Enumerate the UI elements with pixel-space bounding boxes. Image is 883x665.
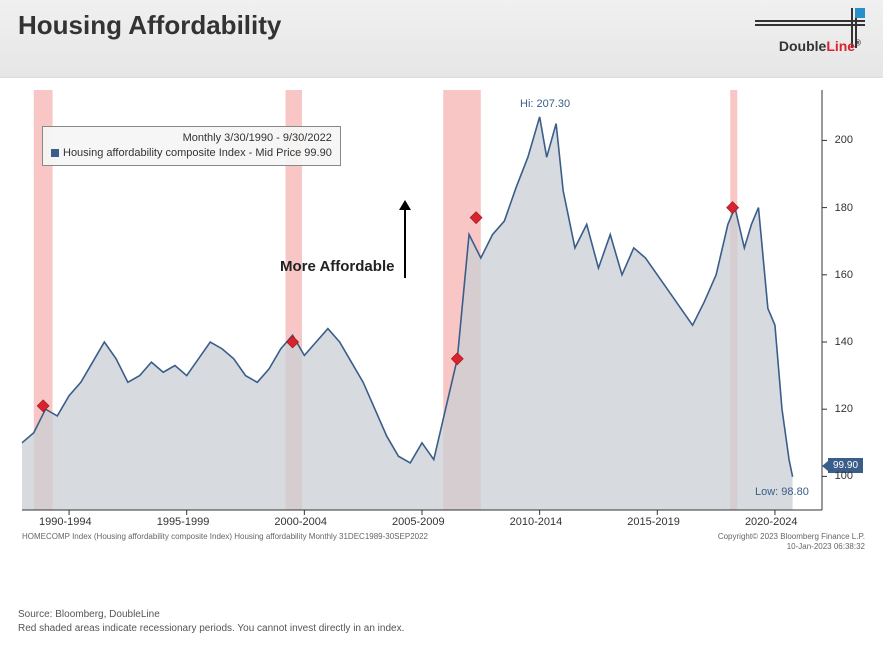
lo-annotation: Low: 98.80 xyxy=(755,486,809,498)
logo-text-b: Line xyxy=(826,38,855,54)
x-tick-label: 1990-1994 xyxy=(39,516,92,528)
logo-lines-icon xyxy=(755,14,865,32)
x-tick-label: 2020-2024 xyxy=(745,516,798,528)
chart-area: Monthly 3/30/1990 - 9/30/2022 Housing af… xyxy=(0,78,883,598)
x-tick-label: 1995-1999 xyxy=(157,516,210,528)
index-footnote: HOMECOMP Index (Housing affordability co… xyxy=(22,532,428,541)
x-tick-label: 2010-2014 xyxy=(510,516,563,528)
chart-legend: Monthly 3/30/1990 - 9/30/2022 Housing af… xyxy=(42,126,341,166)
y-tick-label: 160 xyxy=(835,269,853,281)
copyright-note: Copyright© 2023 Bloomberg Finance L.P. xyxy=(718,532,865,541)
hi-annotation: Hi: 207.30 xyxy=(520,98,570,110)
disclaimer-line: Red shaded areas indicate recessionary p… xyxy=(18,622,865,636)
y-tick-label: 180 xyxy=(835,202,853,214)
y-tick-label: 140 xyxy=(835,336,853,348)
legend-series-icon xyxy=(51,149,59,157)
source-line: Source: Bloomberg, DoubleLine xyxy=(18,608,865,622)
y-tick-label: 200 xyxy=(835,134,853,146)
logo-text-a: Double xyxy=(779,38,826,54)
footer: Source: Bloomberg, DoubleLine Red shaded… xyxy=(0,598,883,640)
up-arrow-icon xyxy=(404,208,406,278)
more-affordable-label: More Affordable xyxy=(280,258,394,275)
logo-square-icon xyxy=(855,8,865,18)
doubleline-logo: DoubleLine® xyxy=(745,10,865,65)
registered-icon: ® xyxy=(855,38,861,47)
timestamp-note: 10-Jan-2023 06:38:32 xyxy=(787,542,865,551)
logo-text: DoubleLine® xyxy=(779,38,861,54)
x-tick-label: 2005-2009 xyxy=(392,516,445,528)
page-title: Housing Affordability xyxy=(18,10,281,41)
header-bar: Housing Affordability DoubleLine® xyxy=(0,0,883,78)
y-tick-label: 120 xyxy=(835,403,853,415)
x-tick-label: 2000-2004 xyxy=(274,516,327,528)
y-tick-label: 100 xyxy=(835,470,853,482)
legend-line1: Monthly 3/30/1990 - 9/30/2022 xyxy=(51,131,332,146)
x-tick-label: 2015-2019 xyxy=(627,516,680,528)
legend-line2: Housing affordability composite Index - … xyxy=(51,146,332,161)
